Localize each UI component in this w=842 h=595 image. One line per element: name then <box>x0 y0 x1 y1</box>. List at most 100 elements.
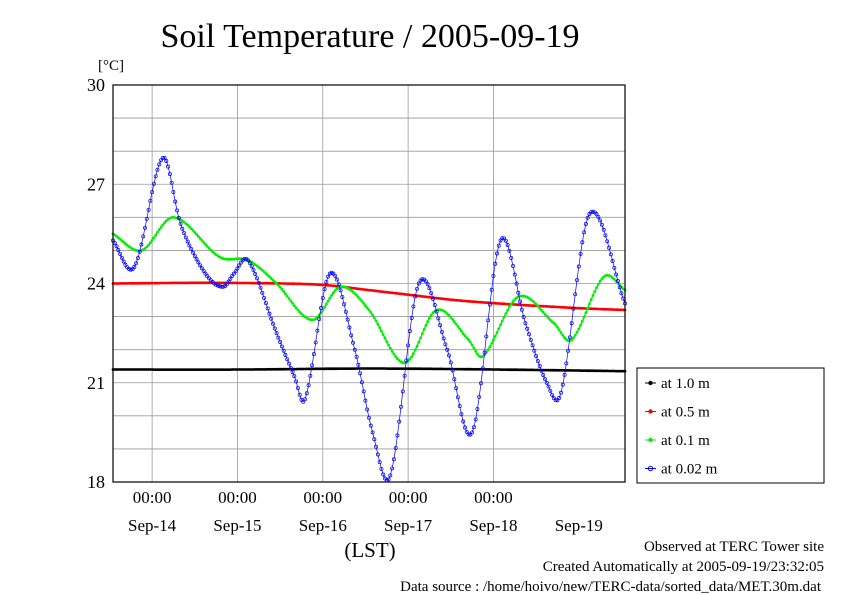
data-point <box>294 306 298 310</box>
data-point <box>335 277 339 282</box>
legend-label: at 1.0 m <box>661 376 710 392</box>
data-point <box>159 225 163 229</box>
y-axis-unit-label: [°C] <box>98 58 124 74</box>
data-point <box>127 267 131 271</box>
data-point <box>552 321 556 325</box>
x-date-label: Sep-18 <box>469 516 517 535</box>
data-point <box>150 238 154 242</box>
data-point <box>169 180 174 185</box>
data-point <box>354 354 359 359</box>
data-point <box>541 373 546 377</box>
x-time-label: 00:00 <box>218 488 257 507</box>
data-point <box>601 227 606 232</box>
legend-box <box>636 367 825 484</box>
data-point <box>499 323 502 327</box>
data-point <box>355 293 358 297</box>
data-point <box>288 365 293 370</box>
data-point <box>393 446 398 451</box>
data-point <box>588 302 591 306</box>
data-point <box>547 316 550 320</box>
data-point <box>586 306 590 310</box>
data-point <box>119 255 124 260</box>
data-point <box>324 302 328 306</box>
data-point <box>500 319 504 323</box>
data-point <box>134 261 139 266</box>
data-point <box>298 310 302 314</box>
data-point <box>408 357 412 361</box>
data-point <box>578 251 583 256</box>
chart-title: Soil Temperature / 2005-09-19 <box>160 18 579 55</box>
data-point <box>416 281 421 286</box>
data-point <box>326 274 331 279</box>
data-point <box>431 311 435 315</box>
data-point <box>432 303 437 307</box>
data-point <box>185 239 190 244</box>
x-time-label: 00:00 <box>133 488 172 507</box>
data-point <box>317 317 322 321</box>
data-point <box>596 282 600 286</box>
data-point <box>399 404 403 409</box>
data-point <box>338 288 343 293</box>
x-tick-labels: 00:00 00:00 00:00 00:00 00:00 Sep-14 Sep-15 Sep… <box>128 488 603 535</box>
data-point <box>378 326 382 329</box>
data-point <box>489 287 494 292</box>
x-date-label: Sep-15 <box>213 516 261 535</box>
data-point <box>360 300 364 303</box>
data-point <box>267 311 272 316</box>
data-point <box>324 279 329 284</box>
data-point <box>455 395 460 400</box>
data-point <box>486 348 490 352</box>
data-point <box>540 308 543 312</box>
data-point <box>266 273 270 277</box>
data-point <box>304 391 309 396</box>
data-point <box>439 329 444 334</box>
data-point <box>271 321 275 326</box>
data-point <box>217 284 222 289</box>
data-point <box>503 238 508 243</box>
data-point <box>279 344 284 349</box>
data-point <box>495 251 499 256</box>
data-point <box>328 296 332 300</box>
data-point <box>256 280 261 285</box>
data-point <box>193 231 197 234</box>
data-point <box>365 407 370 412</box>
data-point <box>287 361 291 366</box>
data-point <box>471 425 476 430</box>
data-point <box>488 345 492 349</box>
data-point <box>349 333 354 338</box>
data-point <box>441 336 446 341</box>
data-point <box>154 233 158 237</box>
series-at-0-5-m <box>111 281 627 312</box>
data-point <box>157 228 161 232</box>
data-point <box>118 251 123 256</box>
data-point <box>394 355 398 358</box>
data-point <box>161 223 165 227</box>
data-point <box>457 404 462 409</box>
data-point <box>370 430 375 435</box>
data-point <box>276 283 280 287</box>
data-point <box>196 260 201 265</box>
data-point <box>166 164 171 169</box>
data-point <box>406 343 411 348</box>
footer-observed: Observed at TERC Tower site <box>644 539 824 555</box>
data-point <box>502 315 506 319</box>
data-point <box>519 307 524 312</box>
data-point <box>333 289 337 292</box>
data-point <box>381 472 386 477</box>
data-point <box>367 308 371 312</box>
data-point <box>402 373 407 378</box>
data-point <box>508 305 511 309</box>
data-point <box>566 348 571 353</box>
data-point <box>605 239 610 244</box>
legend-item: at 1.0 m <box>645 376 710 392</box>
data-point <box>506 308 510 312</box>
data-point <box>278 340 283 344</box>
data-point <box>493 334 497 338</box>
legend-label: at 0.5 m <box>661 405 710 421</box>
data-point <box>582 315 586 319</box>
data-point <box>274 331 279 336</box>
data-point <box>575 330 579 334</box>
data-point <box>580 240 585 245</box>
data-point <box>475 407 480 412</box>
data-point <box>191 250 195 255</box>
